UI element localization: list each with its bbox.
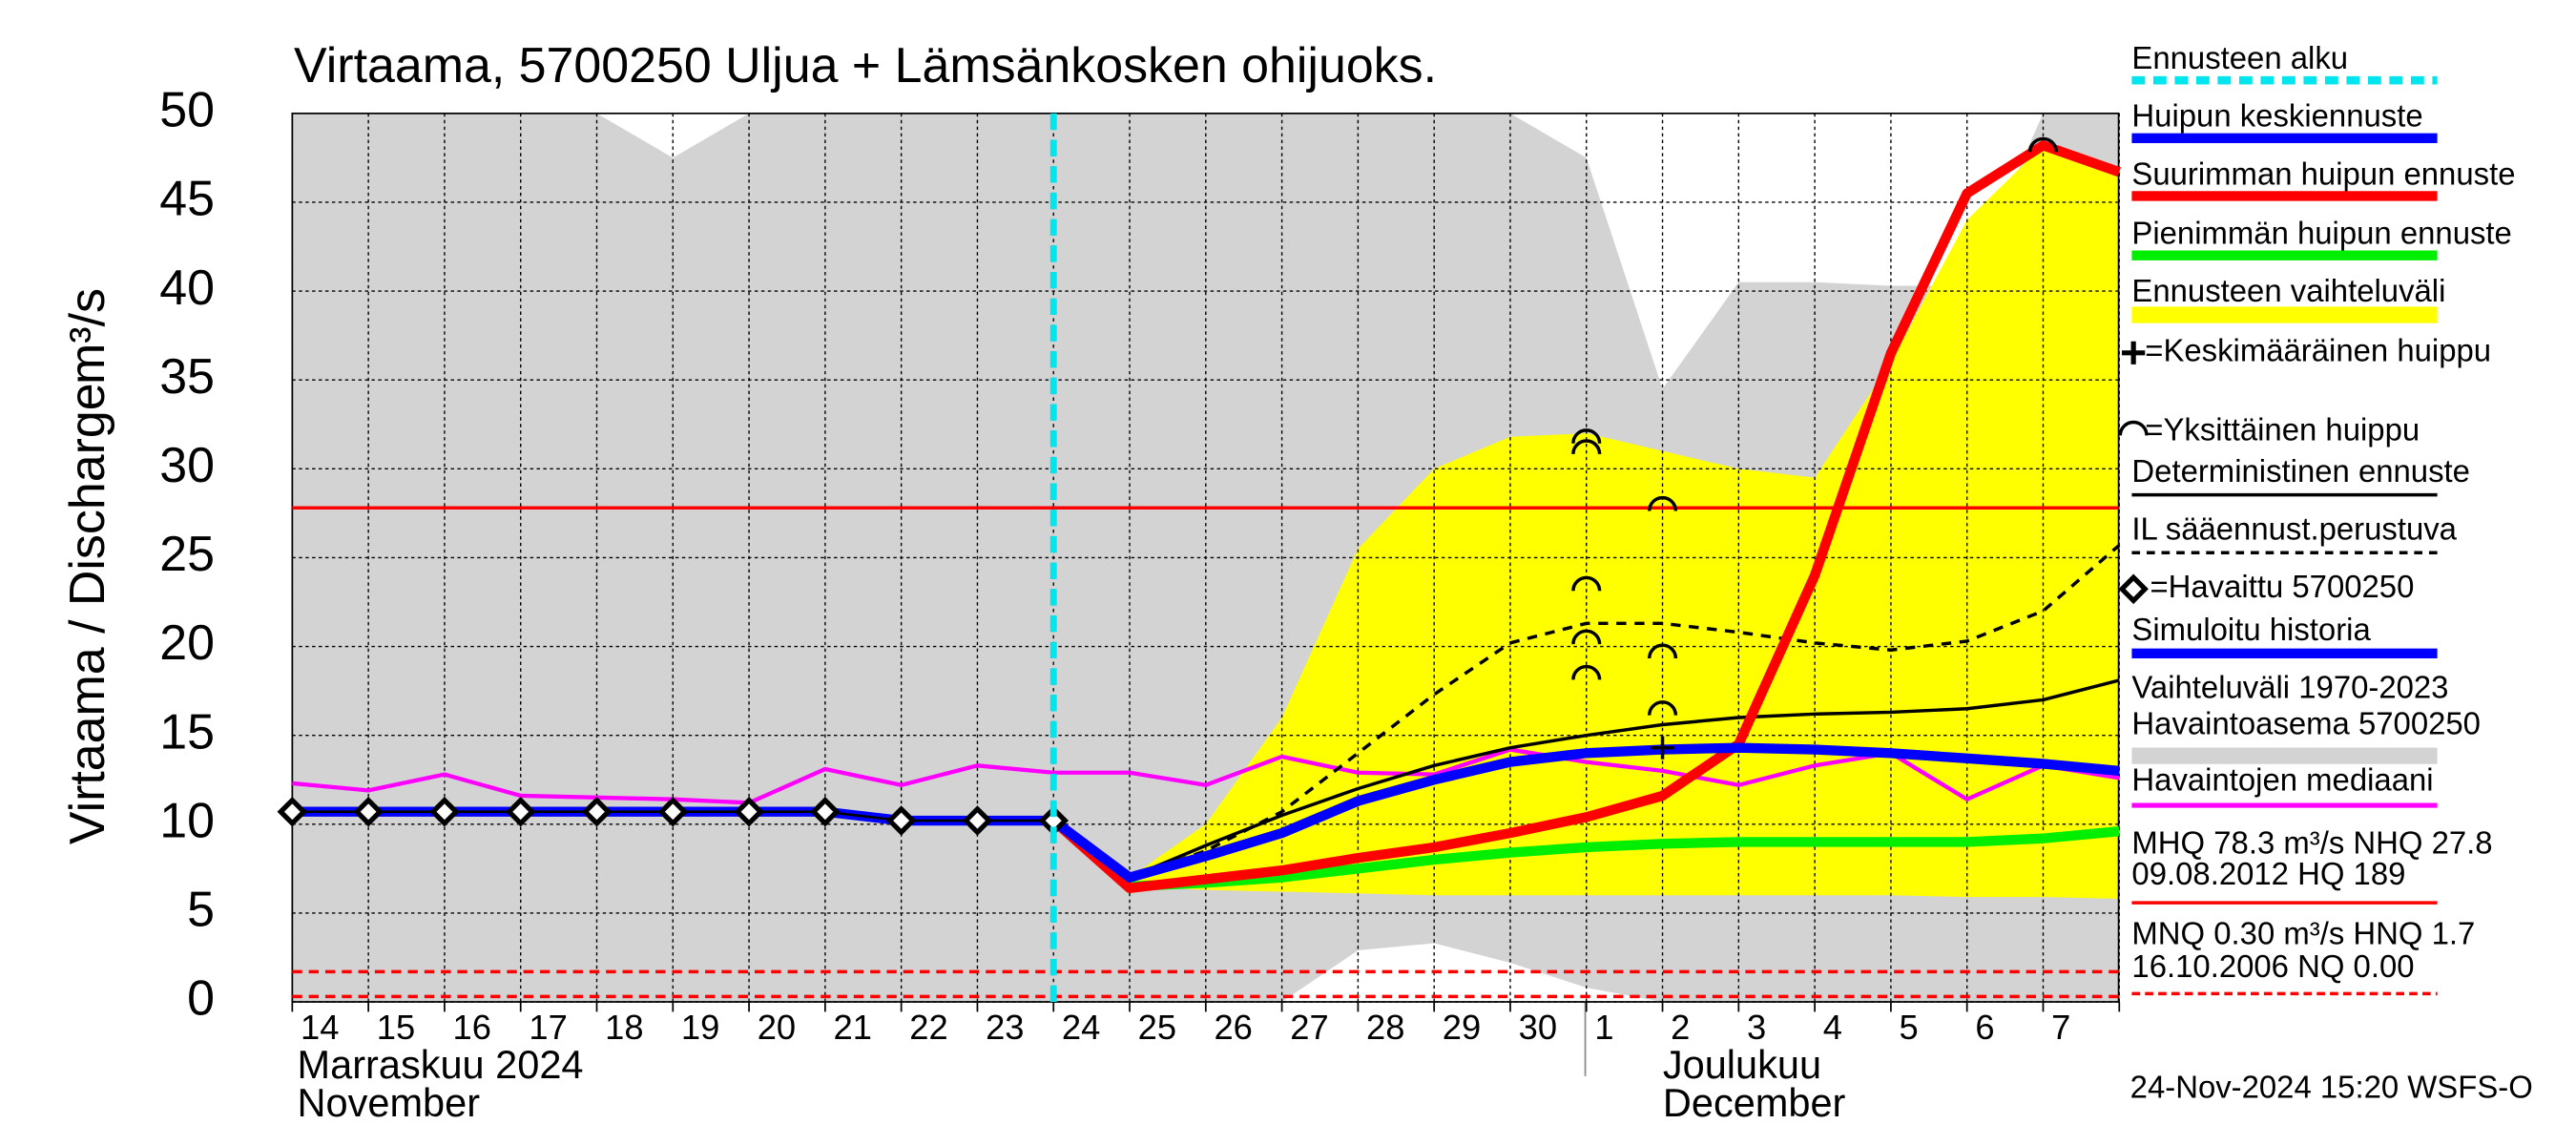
legend-label: IL sääennust.perustuva bbox=[2131, 510, 2457, 546]
observed-marker bbox=[885, 805, 917, 836]
y-tick-label: 20 bbox=[159, 615, 215, 671]
observed-marker bbox=[505, 796, 536, 827]
observed-marker bbox=[277, 796, 308, 827]
peak-marker bbox=[1571, 575, 1602, 592]
x-tick-label: 20 bbox=[758, 1008, 796, 1047]
peak-marker bbox=[1647, 495, 1678, 511]
observed-marker bbox=[734, 796, 764, 827]
y-tick-label: 50 bbox=[159, 83, 215, 138]
observed-marker bbox=[810, 796, 841, 827]
month-label: November bbox=[298, 1080, 481, 1125]
observed-marker bbox=[962, 805, 993, 836]
legend-symbol bbox=[2122, 341, 2146, 364]
chart-title: Virtaama, 5700250 Uljua + Lämsänkosken o… bbox=[294, 38, 1437, 94]
peak-marker bbox=[1571, 664, 1602, 680]
legend-label: 16.10.2006 NQ 0.00 bbox=[2131, 948, 2414, 984]
x-tick-label: 25 bbox=[1138, 1008, 1176, 1047]
x-tick-label: 6 bbox=[1975, 1008, 1994, 1047]
x-tick-label: 22 bbox=[909, 1008, 947, 1047]
y-tick-label: 25 bbox=[159, 527, 215, 582]
legend-label: =Yksittäinen huippu bbox=[2145, 412, 2420, 448]
peak-marker bbox=[1571, 439, 1602, 455]
legend-label: Simuloitu historia bbox=[2131, 612, 2371, 647]
peak-marker bbox=[1647, 643, 1678, 659]
legend-label: Ennusteen alku bbox=[2131, 40, 2348, 75]
y-tick-label: 35 bbox=[159, 349, 215, 405]
peak-marker bbox=[1647, 700, 1678, 716]
x-tick-label: 24 bbox=[1062, 1008, 1100, 1047]
series-line bbox=[1052, 544, 2121, 880]
x-tick-label: 17 bbox=[529, 1008, 567, 1047]
x-tick-label: 15 bbox=[377, 1008, 415, 1047]
x-tick-label: 30 bbox=[1519, 1008, 1557, 1047]
legend-label: Suurimman huipun ennuste bbox=[2131, 156, 2515, 191]
x-tick-label: 16 bbox=[453, 1008, 491, 1047]
x-tick-label: 28 bbox=[1366, 1008, 1404, 1047]
y-tick-label: 10 bbox=[159, 793, 215, 848]
y-axis-unit: m³/s bbox=[60, 288, 115, 385]
y-tick-label: 0 bbox=[187, 971, 215, 1027]
series-line bbox=[1050, 742, 2120, 883]
month-label: December bbox=[1663, 1080, 1846, 1125]
legend-symbol bbox=[2118, 573, 2149, 605]
observed-marker bbox=[657, 796, 689, 827]
range-band bbox=[1053, 145, 2120, 899]
legend-label: MNQ 0.30 m³/s HNQ 1.7 bbox=[2131, 915, 2475, 950]
peak-marker bbox=[2027, 136, 2059, 153]
series-line bbox=[1052, 678, 2120, 880]
x-tick-label: 26 bbox=[1214, 1008, 1252, 1047]
x-tick-label: 14 bbox=[301, 1008, 339, 1047]
x-tick-label: 2 bbox=[1671, 1008, 1690, 1047]
legend-label: =Keskimääräinen huippu bbox=[2145, 332, 2491, 367]
y-axis-label: Virtaama / Discharge bbox=[60, 383, 115, 844]
observed-marker bbox=[429, 796, 460, 827]
month-label: Marraskuu 2024 bbox=[298, 1042, 584, 1087]
peak-marker bbox=[1571, 428, 1602, 444]
x-tick-label: 18 bbox=[605, 1008, 643, 1047]
legend-label: Pienimmän huipun ennuste bbox=[2131, 216, 2511, 251]
legend-label: Huipun keskiennuste bbox=[2131, 98, 2422, 134]
legend-label: =Havaittu 5700250 bbox=[2150, 569, 2414, 604]
series-line bbox=[1049, 140, 2121, 894]
observed-marker bbox=[1038, 805, 1070, 836]
peak-marker bbox=[1571, 629, 1602, 645]
x-tick-label: 21 bbox=[834, 1008, 872, 1047]
timestamp: 24-Nov-2024 15:20 WSFS-O bbox=[2130, 1069, 2533, 1104]
x-tick-label: 1 bbox=[1594, 1008, 1613, 1047]
y-tick-label: 5 bbox=[187, 883, 215, 938]
x-tick-label: 7 bbox=[2051, 1008, 2070, 1047]
x-tick-label: 5 bbox=[1900, 1008, 1919, 1047]
x-tick-label: 4 bbox=[1823, 1008, 1842, 1047]
legend-label: 09.08.2012 HQ 189 bbox=[2131, 856, 2405, 891]
observed-marker bbox=[581, 796, 613, 827]
x-tick-label: 29 bbox=[1443, 1008, 1481, 1047]
legend-label: Havaintojen mediaani bbox=[2131, 761, 2433, 797]
x-tick-label: 27 bbox=[1290, 1008, 1328, 1047]
y-tick-label: 45 bbox=[159, 172, 215, 227]
legend-symbol bbox=[2118, 420, 2149, 436]
x-tick-label: 3 bbox=[1747, 1008, 1766, 1047]
legend-label: Deterministinen ennuste bbox=[2131, 453, 2470, 489]
mean-peak-marker bbox=[1651, 736, 1674, 760]
plot-frame bbox=[291, 112, 2120, 1003]
legend-label: Vaihteluväli 1970-2023 bbox=[2131, 670, 2448, 705]
x-tick-label: 19 bbox=[681, 1008, 719, 1047]
legend-label: Ennusteen vaihteluväli bbox=[2131, 273, 2445, 308]
x-tick-label: 23 bbox=[986, 1008, 1024, 1047]
month-label: Joulukuu bbox=[1663, 1042, 1821, 1087]
y-tick-label: 40 bbox=[159, 260, 215, 316]
observed-marker bbox=[353, 796, 384, 827]
legend-label: Havaintoasema 5700250 bbox=[2131, 706, 2481, 741]
legend-label: MHQ 78.3 m³/s NHQ 27.8 bbox=[2131, 824, 2492, 860]
y-tick-label: 15 bbox=[159, 704, 215, 760]
y-tick-label: 30 bbox=[159, 438, 215, 493]
